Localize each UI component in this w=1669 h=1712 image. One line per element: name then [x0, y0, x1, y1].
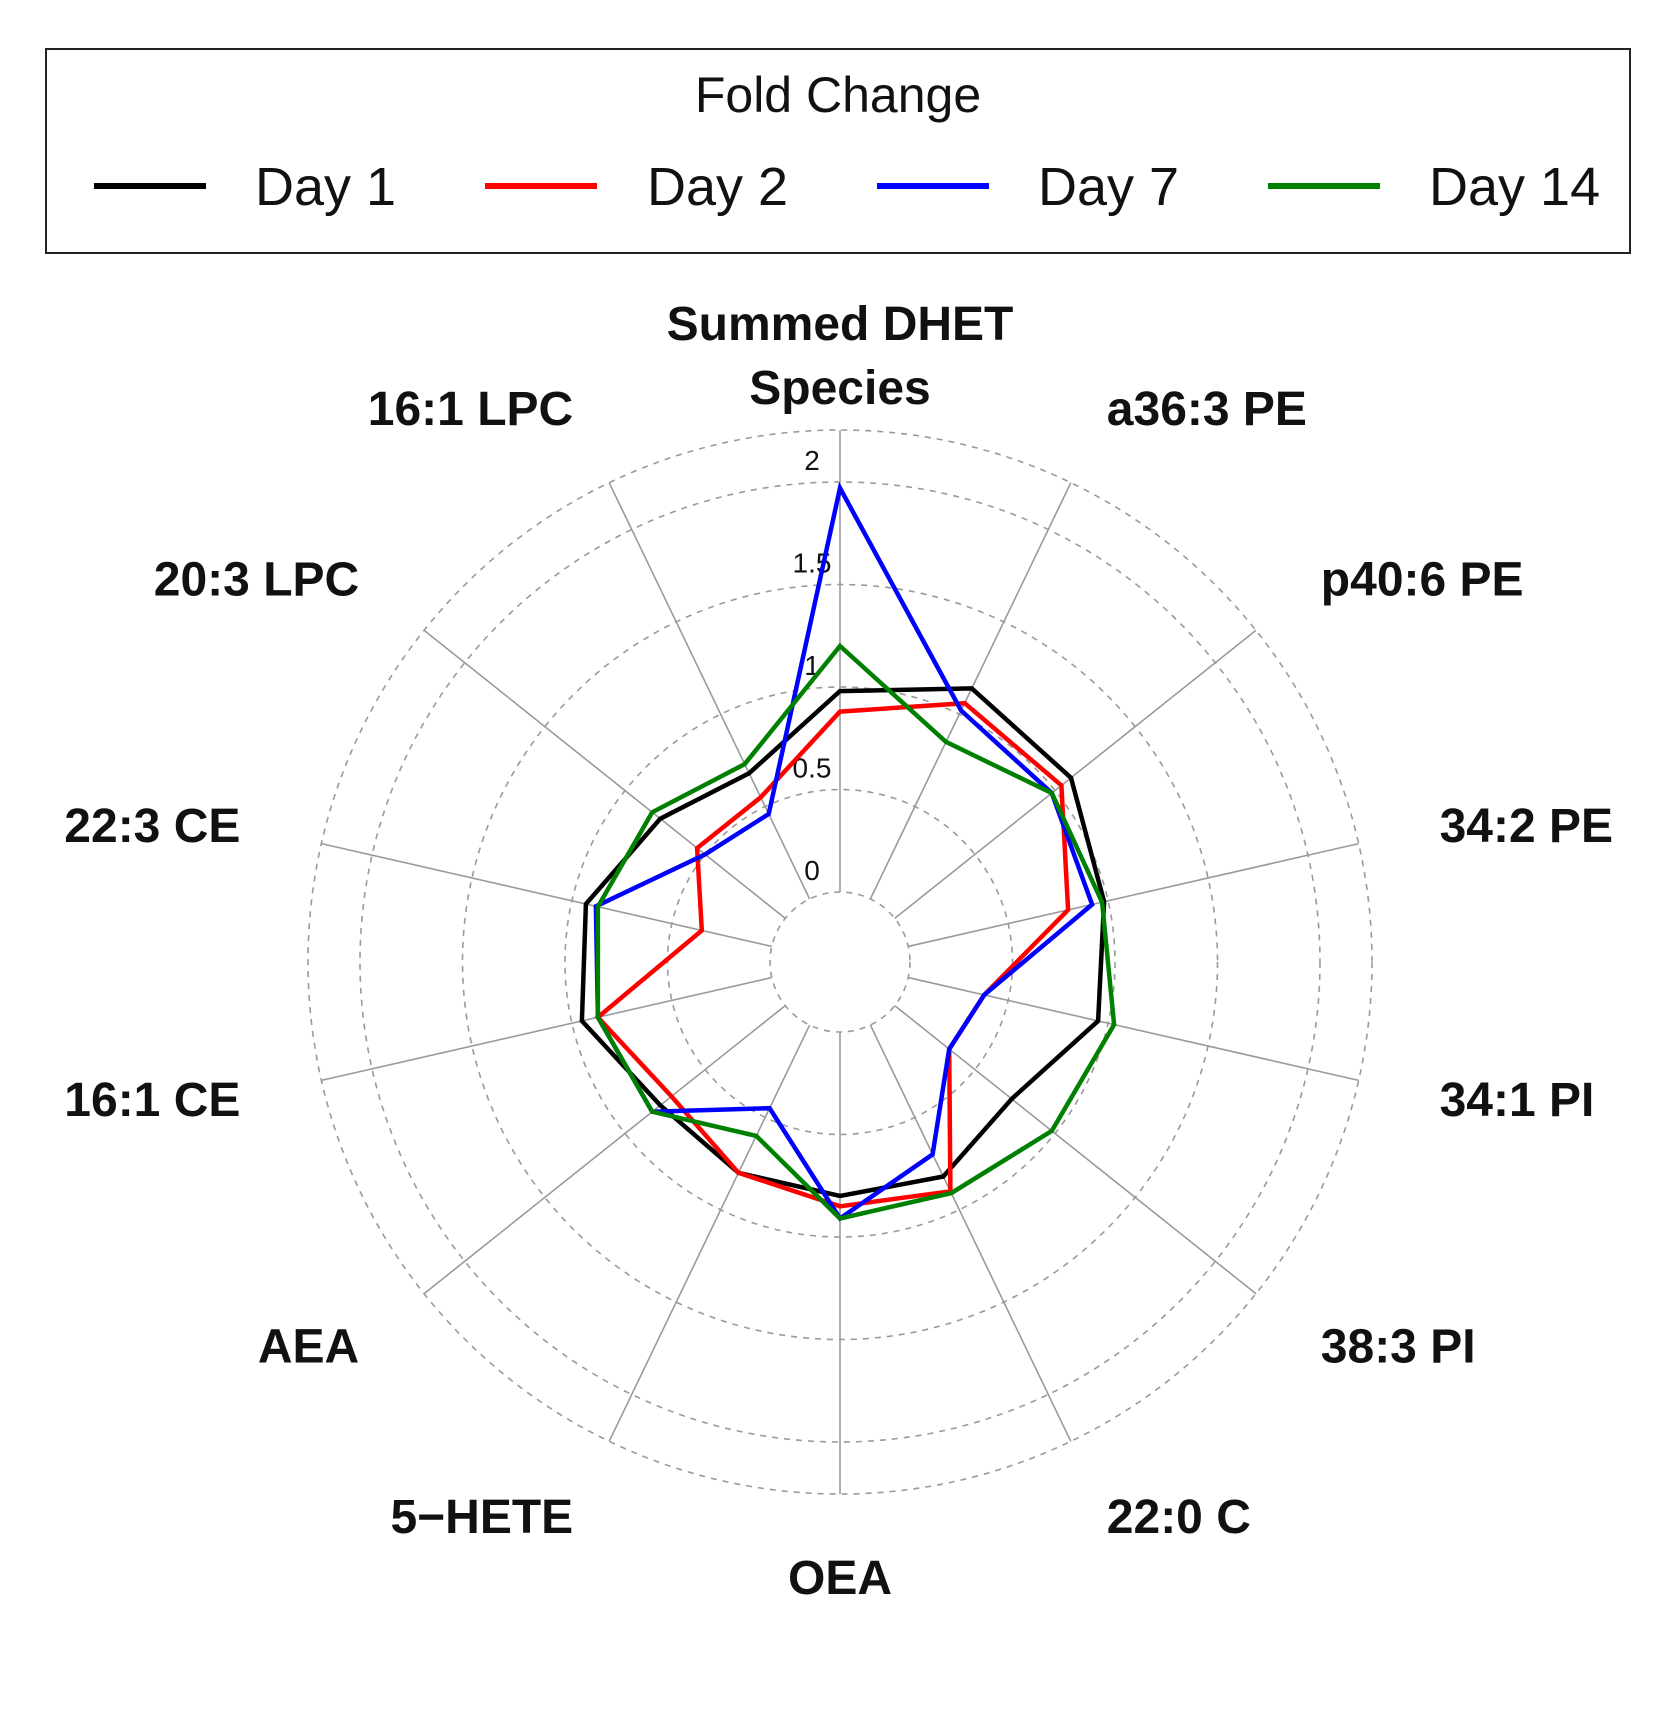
axis-spoke — [908, 976, 1359, 1082]
legend-label-day-2: Day 2 — [647, 157, 789, 217]
legend-swatch-day-7 — [877, 183, 989, 189]
axis-spoke — [908, 842, 1359, 948]
grid-circle — [769, 891, 911, 1033]
category-label-22-3-ce: 22:3 CE — [64, 800, 240, 853]
axis-spoke — [869, 1024, 1072, 1442]
axis-spoke — [321, 842, 772, 948]
r-tick-label: 0 — [804, 855, 820, 886]
grid-circle-outer — [307, 429, 1373, 1495]
legend-label-day-14: Day 14 — [1429, 157, 1601, 217]
legend-title: Fold Change — [694, 67, 982, 123]
axis-spoke — [894, 1005, 1257, 1295]
legend-swatch-day-1 — [94, 183, 206, 189]
axis-spoke — [869, 482, 1072, 900]
grid-circle — [564, 686, 1116, 1238]
series-line-day-14 — [595, 642, 1117, 1221]
legend-swatch-day-14 — [1268, 183, 1380, 189]
axis-spoke — [608, 482, 811, 900]
axis-spoke — [423, 629, 786, 919]
category-label-20-3-lpc: 20:3 LPC — [154, 554, 359, 607]
category-label-22-0-c: 22:0 C — [1107, 1491, 1251, 1544]
category-label-16-1-lpc: 16:1 LPC — [368, 383, 573, 436]
legend: Fold Change — [45, 48, 1631, 254]
r-tick-label: 2 — [804, 445, 820, 476]
category-label-aea: AEA — [258, 1320, 359, 1373]
category-label-34-2-pe: 34:2 PE — [1440, 800, 1613, 853]
category-label-summed-dhet-species: Summed DHET Species — [667, 298, 1014, 415]
axis-spoke — [423, 1005, 786, 1295]
category-label-5-hete: 5−HETE — [390, 1491, 573, 1544]
axis-spoke — [608, 1024, 811, 1442]
legend-swatch-day-2 — [485, 183, 597, 189]
series-line-day-2 — [594, 700, 1071, 1209]
series-line-day-1 — [579, 686, 1107, 1199]
category-label-34-1-pi: 34:1 PI — [1440, 1074, 1595, 1127]
axis-spoke — [321, 976, 772, 1082]
category-label-p40-6-pe: p40:6 PE — [1321, 554, 1524, 607]
series-line-day-7 — [593, 481, 1095, 1222]
legend-label-day-1: Day 1 — [255, 157, 397, 217]
category-label-16-1-ce: 16:1 CE — [64, 1074, 240, 1127]
category-label-a36-3-pe: a36:3 PE — [1107, 383, 1307, 436]
legend-label-day-7: Day 7 — [1038, 157, 1180, 217]
category-label-oea: OEA — [788, 1552, 892, 1605]
axis-spoke — [894, 629, 1257, 919]
category-label-38-3-pi: 38:3 PI — [1321, 1320, 1476, 1373]
